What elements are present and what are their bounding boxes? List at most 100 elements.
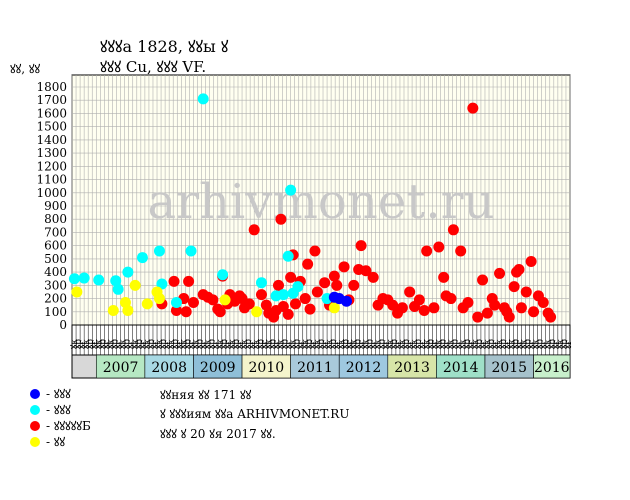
data-point	[272, 279, 284, 291]
quarter-label: ꙋк	[155, 339, 165, 349]
data-point	[433, 241, 445, 253]
quarter-label: ꙋр	[451, 339, 461, 349]
data-point	[528, 306, 540, 318]
quarter-label: ꙋк	[556, 339, 566, 349]
data-point	[489, 299, 501, 311]
legend-dot-cyan	[30, 405, 40, 415]
quarter-label: ꙋг	[430, 340, 440, 349]
y-tick-label: 1000	[36, 186, 67, 200]
quarter-label: ꙋр	[135, 339, 145, 349]
quarter-label: ꙋг	[321, 340, 331, 349]
quarter-label: ꙋк	[374, 339, 384, 349]
quarter-label: ꙋк	[301, 339, 311, 349]
data-point	[418, 304, 430, 316]
quarter-label: ꙋр	[475, 339, 485, 349]
quarter-label: ꙋг	[515, 340, 525, 349]
quarter-label: ꙋр	[329, 339, 339, 349]
legend-item-yellow: - ꙋꙋ	[30, 433, 65, 450]
quarter-label: ꙋк	[483, 339, 493, 349]
quarter-label: ꙋр	[159, 339, 169, 349]
data-point	[68, 273, 80, 285]
quarter-label: ꙋг	[540, 340, 550, 349]
y-tick-label: 1100	[36, 173, 67, 187]
quarter-label: ꙋр	[317, 339, 327, 349]
data-point	[285, 184, 297, 196]
y-tick-label: 900	[44, 199, 67, 213]
quarter-label: ꙋг	[260, 340, 270, 349]
quarter-label: ꙋр	[293, 339, 303, 349]
data-point	[304, 303, 316, 315]
quarter-label: ꙋр	[487, 339, 497, 349]
quarter-label: ꙋк	[349, 339, 359, 349]
data-point	[311, 286, 323, 298]
date-note: ꙋꙋꙋ ꙋ 20 ꙋя 2017 ꙋꙋ.	[160, 427, 276, 441]
quarter-label: ꙋр	[147, 339, 157, 349]
data-point	[122, 266, 134, 278]
quarter-label: ꙋр	[560, 339, 570, 349]
quarter-label: ꙋг	[212, 340, 222, 349]
quarter-label: ꙋг	[528, 340, 538, 349]
y-tick-label: 300	[44, 278, 67, 292]
quarter-label: ꙋг	[357, 340, 367, 349]
data-point	[141, 298, 153, 310]
quarter-label: ꙋг	[224, 340, 234, 349]
data-point	[168, 275, 180, 287]
data-point	[545, 311, 557, 323]
quarter-label: ꙋг	[479, 340, 489, 349]
quarter-label: ꙋр	[438, 339, 448, 349]
legend-label: - ꙋꙋꙋ	[46, 387, 71, 401]
quarter-label: ꙋр	[366, 339, 376, 349]
data-point	[292, 281, 304, 293]
data-point	[428, 302, 440, 314]
quarter-label: ꙋр	[548, 339, 558, 349]
quarter-label: ꙋг	[248, 340, 258, 349]
data-point	[319, 277, 331, 289]
year-label: 2007	[103, 360, 139, 376]
data-point	[328, 270, 340, 282]
data-point	[338, 261, 350, 273]
quarter-label: ꙋк	[167, 339, 177, 349]
quarter-label: ꙋг	[345, 340, 355, 349]
data-point	[71, 286, 83, 298]
data-point	[328, 302, 340, 314]
legend-dot-red	[30, 421, 40, 431]
y-tick-label: 1300	[36, 146, 67, 160]
quarter-label: ꙋк	[398, 339, 408, 349]
legend-item-red: - ꙋꙋꙋꙋꙋБ	[30, 417, 91, 434]
data-point	[494, 267, 506, 279]
legend-label: - ꙋꙋ	[46, 435, 66, 449]
quarter-label: ꙋк	[264, 339, 274, 349]
data-point	[462, 297, 474, 309]
year-cell	[533, 354, 571, 379]
quarter-label: ꙋг	[418, 340, 428, 349]
quarter-label: ꙋр	[86, 339, 96, 349]
quarter-label: ꙋк	[313, 339, 323, 349]
data-point	[277, 300, 289, 312]
data-point	[255, 289, 267, 301]
data-point	[248, 224, 260, 236]
quarter-label: ꙋр	[183, 339, 193, 349]
watermark: arhivmonet.ru	[147, 174, 494, 230]
data-point	[520, 286, 532, 298]
data-point	[255, 277, 267, 289]
quarter-label: ꙋр	[123, 339, 133, 349]
data-point	[251, 306, 263, 318]
year-label: 2010	[249, 360, 285, 376]
quarter-label: ꙋг	[382, 340, 392, 349]
data-point	[153, 293, 165, 305]
quarter-label: ꙋг	[200, 340, 210, 349]
data-point	[93, 274, 105, 286]
median-note: ꙋꙋняя ꙋꙋ 171 ꙋꙋ	[160, 388, 252, 402]
legend-dot-yellow	[30, 437, 40, 447]
quarter-label: ꙋг	[90, 340, 100, 349]
quarter-label: ꙋр	[98, 339, 108, 349]
quarter-label: ꙋр	[402, 339, 412, 349]
y-tick-label: 0	[59, 318, 67, 332]
quarter-label: ꙋг	[370, 340, 380, 349]
quarter-label: ꙋг	[175, 340, 185, 349]
data-point	[136, 252, 148, 264]
quarter-label: ꙋр	[232, 339, 242, 349]
quarter-label: ꙋр	[111, 339, 121, 349]
quarter-label: ꙋк	[131, 339, 141, 349]
